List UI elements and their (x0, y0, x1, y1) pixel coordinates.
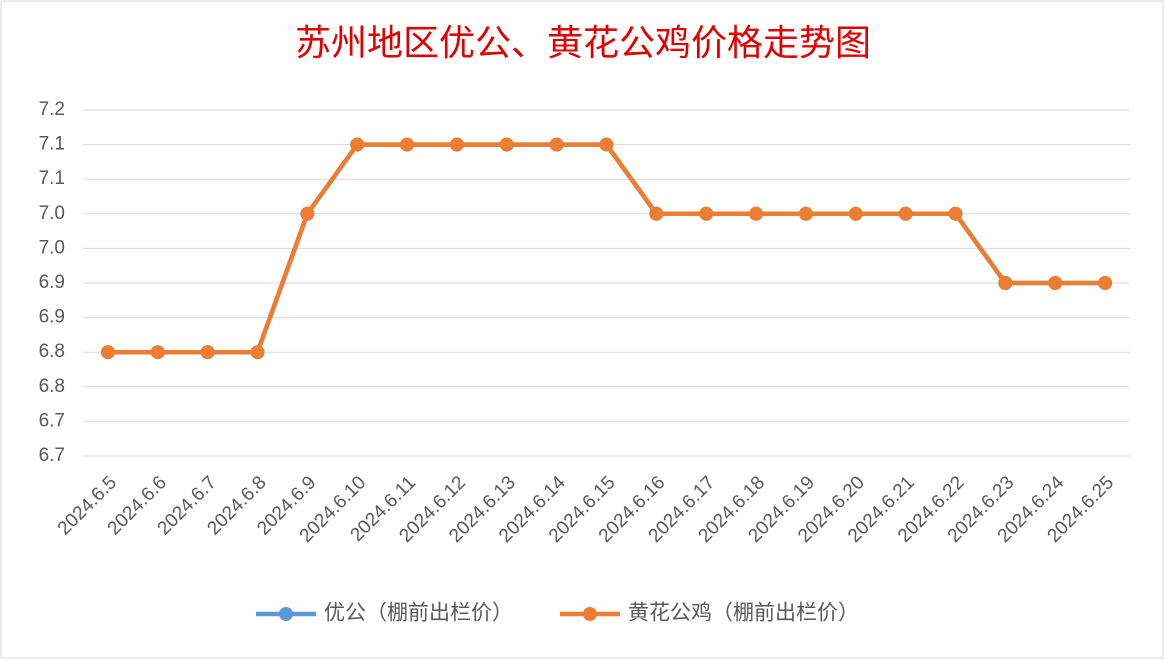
y-tick-label: 7.0 (39, 237, 65, 258)
point (350, 137, 365, 152)
y-tick-label: 6.7 (39, 410, 65, 431)
point (798, 206, 813, 221)
y-tick-label: 7.2 (39, 99, 65, 120)
y-tick-label: 6.8 (39, 341, 65, 362)
point (1048, 276, 1063, 290)
point (300, 206, 315, 221)
point (998, 276, 1013, 290)
point (599, 137, 614, 152)
point (549, 137, 564, 152)
point (848, 206, 863, 221)
point (100, 345, 115, 360)
legend-label: 优公（棚前出栏价） (324, 602, 513, 625)
point (699, 206, 714, 221)
point (1098, 276, 1113, 290)
point (150, 345, 165, 360)
y-tick-label: 7.1 (39, 134, 65, 155)
point (649, 206, 664, 221)
y-tick-label: 6.8 (39, 376, 65, 397)
legend-marker (279, 607, 293, 621)
point (449, 137, 464, 152)
point (749, 206, 764, 221)
chart-title: 苏州地区优公、黄花公鸡价格走势图 (295, 23, 871, 64)
y-tick-label: 6.9 (39, 307, 65, 328)
legend-marker (583, 607, 597, 621)
y-tick-label: 6.9 (39, 272, 65, 293)
point (400, 137, 415, 152)
point (250, 345, 265, 360)
legend-label: 黄花公鸡（棚前出栏价） (628, 602, 859, 625)
y-tick-label: 7.1 (39, 168, 65, 189)
y-tick-label: 7.0 (39, 203, 65, 224)
point (948, 206, 963, 221)
point (499, 137, 514, 152)
y-tick-label: 6.7 (39, 445, 65, 466)
point (898, 206, 913, 221)
point (200, 345, 215, 360)
